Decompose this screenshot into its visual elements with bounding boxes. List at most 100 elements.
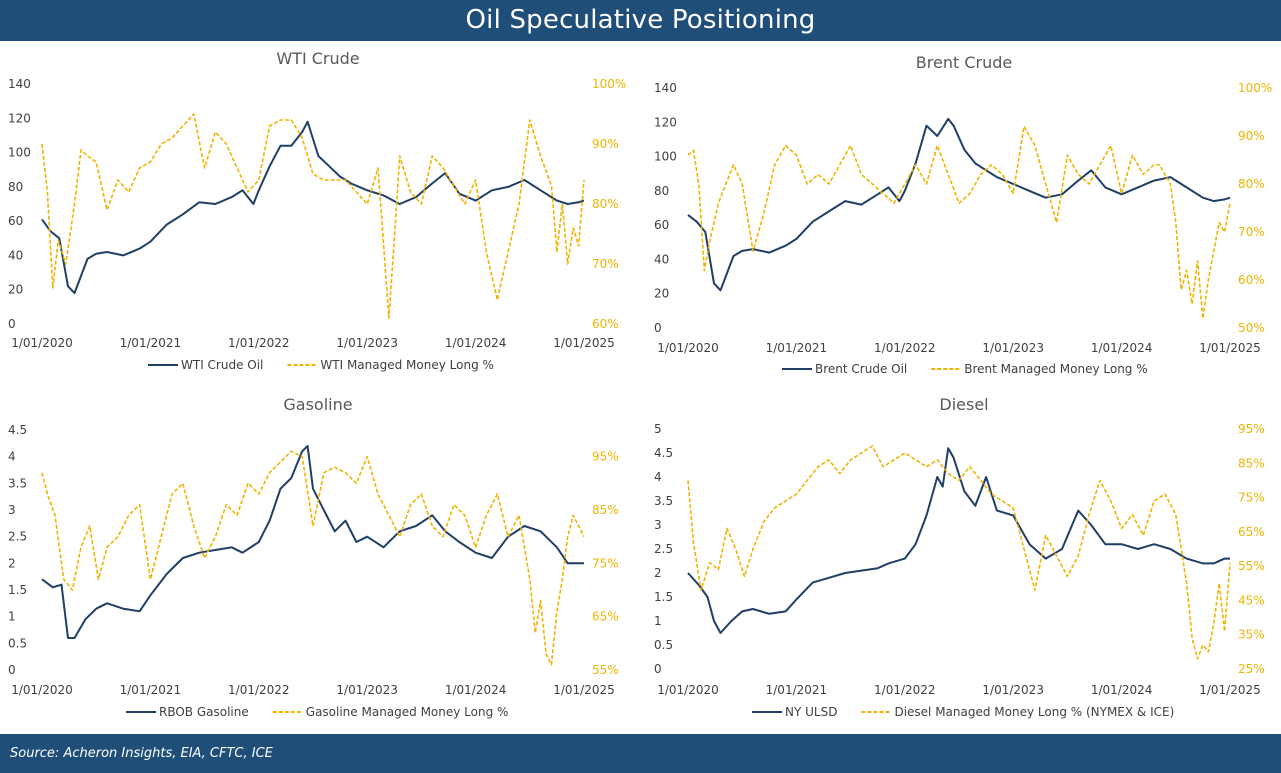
y-left-tick-label: 4.5 [654,446,673,460]
y-right-tick-label: 80% [1238,177,1265,191]
x-tick-label: 1/01/2024 [445,683,507,697]
price-series-line [687,447,1230,634]
legend-label: RBOB Gasoline [159,705,249,719]
y-right-tick-label: 35% [1238,628,1265,642]
y-left-tick-label: 1 [8,610,16,624]
y-left-tick-label: 3 [8,503,16,517]
y-left-tick-label: 1.5 [654,590,673,604]
x-tick-label: 1/01/2021 [120,683,182,697]
x-tick-label: 1/01/2023 [982,683,1044,697]
y-right-tick-label: 60% [592,317,619,331]
x-tick-label: 1/01/2025 [553,683,615,697]
y-right-tick-label: 100% [592,77,626,91]
y-left-tick-label: 40 [8,248,23,262]
y-left-tick-label: 4 [8,450,16,464]
y-left-tick-label: 80 [654,184,669,198]
x-tick-label: 1/01/2022 [874,341,936,355]
y-left-tick-label: 140 [8,77,31,91]
y-right-tick-label: 50% [1238,321,1265,335]
price-series-line [687,117,1231,292]
y-left-tick-label: 0 [654,662,662,676]
y-left-tick-label: 60 [654,218,669,232]
y-left-tick-label: 3.5 [8,476,27,490]
y-right-tick-label: 75% [1238,491,1265,505]
header-bar: Oil Speculative Positioning [0,0,1281,41]
y-left-tick-label: 0 [654,321,662,335]
x-tick-label: 1/01/2023 [982,341,1044,355]
x-tick-label: 1/01/2023 [336,683,398,697]
x-tick-label: 1/01/2021 [766,341,828,355]
y-left-tick-label: 2.5 [654,542,673,556]
y-left-tick-label: 5 [654,422,662,436]
y-left-tick-label: 60 [8,214,23,228]
charts-canvas: WTI Crude02040608010012014060%70%80%90%1… [8,49,1272,719]
y-left-tick-label: 20 [8,283,23,297]
y-left-tick-label: 0.5 [654,638,673,652]
y-right-tick-label: 70% [1238,225,1265,239]
price-series-line [41,445,584,639]
x-tick-label: 1/01/2025 [553,336,615,350]
chart-title: Gasoline [283,395,352,414]
y-right-tick-label: 85% [1238,456,1265,470]
y-left-tick-label: 120 [654,115,677,129]
y-right-tick-label: 95% [1238,422,1265,436]
positioning-series-line [41,113,585,319]
x-tick-label: 1/01/2020 [11,683,73,697]
y-left-tick-label: 4.5 [8,423,27,437]
y-left-tick-label: 120 [8,111,31,125]
y-left-tick-label: 100 [654,150,677,164]
x-tick-label: 1/01/2024 [1091,341,1153,355]
y-left-tick-label: 40 [654,252,669,266]
y-left-tick-label: 140 [654,81,677,95]
y-right-tick-label: 70% [592,257,619,271]
y-left-tick-label: 20 [654,287,669,301]
legend-label: WTI Crude Oil [181,358,263,372]
x-tick-label: 1/01/2025 [1199,683,1261,697]
chart-title: Diesel [939,395,988,414]
chart-title: WTI Crude [276,49,359,68]
y-left-tick-label: 0 [8,317,16,331]
x-tick-label: 1/01/2021 [766,683,828,697]
y-right-tick-label: 80% [592,197,619,211]
legend-label: WTI Managed Money Long % [320,358,494,372]
y-left-tick-label: 2.5 [8,530,27,544]
positioning-series-line [687,445,1231,660]
y-right-tick-label: 75% [592,556,619,570]
y-left-tick-label: 4 [654,470,662,484]
y-left-tick-label: 1 [654,614,662,628]
y-right-tick-label: 85% [592,503,619,517]
y-left-tick-label: 3 [654,518,662,532]
y-right-tick-label: 90% [592,137,619,151]
x-tick-label: 1/01/2021 [120,336,182,350]
y-left-tick-label: 1.5 [8,583,27,597]
y-right-tick-label: 95% [592,450,619,464]
y-right-tick-label: 60% [1238,273,1265,287]
y-left-tick-label: 2 [8,556,16,570]
x-tick-label: 1/01/2025 [1199,341,1261,355]
x-tick-label: 1/01/2020 [11,336,73,350]
x-tick-label: 1/01/2020 [657,341,719,355]
y-right-tick-label: 100% [1238,81,1272,95]
y-right-tick-label: 65% [1238,525,1265,539]
y-left-tick-label: 3.5 [654,494,673,508]
source-note: Source: Acheron Insights, EIA, CFTC, ICE [10,746,273,761]
y-right-tick-label: 55% [592,663,619,677]
y-right-tick-label: 90% [1238,129,1265,143]
y-right-tick-label: 45% [1238,593,1265,607]
y-left-tick-label: 0 [8,663,16,677]
footer-bar: Source: Acheron Insights, EIA, CFTC, ICE [0,734,1281,773]
legend-label: NY ULSD [785,705,837,719]
x-tick-label: 1/01/2022 [874,683,936,697]
positioning-series-line [41,450,585,666]
x-tick-label: 1/01/2022 [228,336,290,350]
y-right-tick-label: 55% [1238,559,1265,573]
legend-label: Brent Crude Oil [815,362,907,376]
x-tick-label: 1/01/2020 [657,683,719,697]
page-title: Oil Speculative Positioning [465,5,816,35]
price-series-line [41,120,585,295]
chart-title: Brent Crude [916,53,1012,72]
x-tick-label: 1/01/2024 [445,336,507,350]
legend-label: Gasoline Managed Money Long % [306,705,509,719]
x-tick-label: 1/01/2022 [228,683,290,697]
legend-label: Diesel Managed Money Long % (NYMEX & ICE… [894,705,1174,719]
